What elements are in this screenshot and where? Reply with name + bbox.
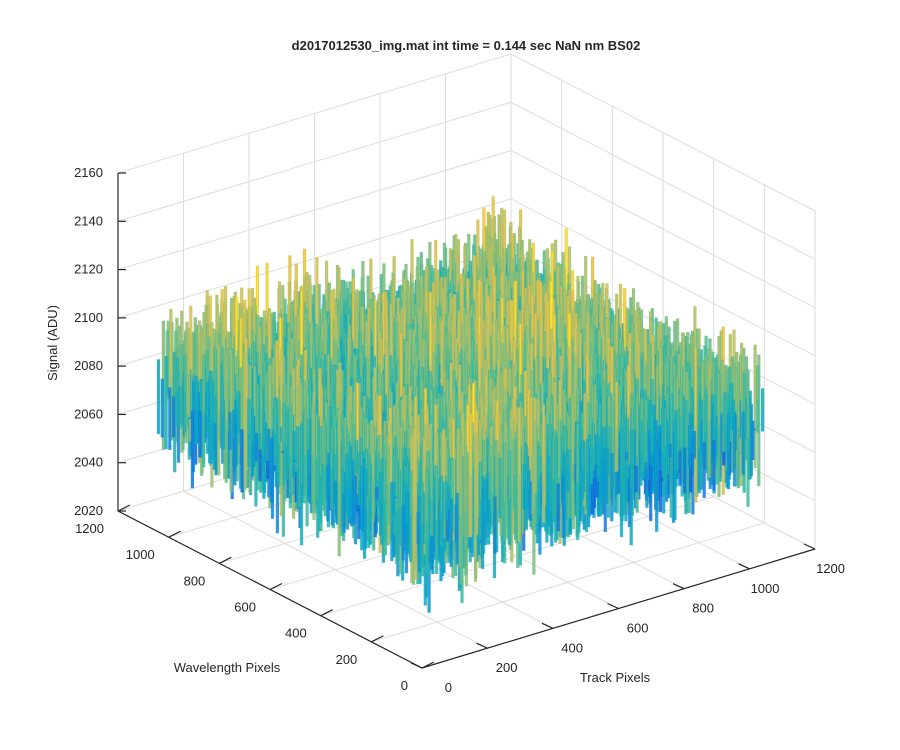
grid-line-y <box>371 184 765 643</box>
grid-line-z <box>117 53 816 212</box>
grid-line-z <box>117 101 816 260</box>
signal-surface <box>156 196 765 613</box>
